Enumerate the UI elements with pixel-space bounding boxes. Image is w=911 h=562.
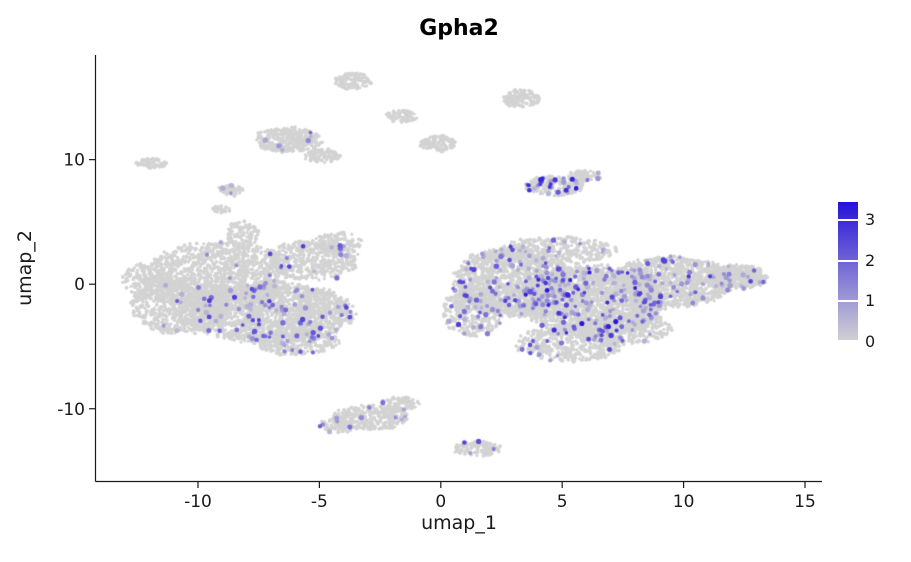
plot-title: Gpha2 — [419, 16, 499, 41]
y-tick-label: -10 — [57, 400, 85, 420]
y-tick-label: 10 — [63, 151, 85, 171]
legend-tick-mark — [838, 219, 858, 222]
legend-tick-mark — [838, 259, 858, 262]
legend-tick-label: 0 — [865, 332, 876, 351]
x-axis-label: umap_1 — [421, 512, 497, 534]
x-tick-label: 15 — [794, 492, 816, 512]
legend-gradient-bar — [838, 202, 858, 342]
legend-tick-label: 1 — [865, 291, 876, 311]
y-tick-label: 0 — [74, 275, 85, 295]
x-tick-label: 0 — [435, 492, 446, 512]
y-axis-label: umap_2 — [14, 230, 36, 306]
x-tick-label: 5 — [557, 492, 568, 512]
legend-tick-label: 2 — [865, 250, 876, 270]
x-tick-label: -10 — [184, 492, 212, 512]
x-tick-label: 10 — [673, 492, 695, 512]
color-legend: 3 2 1 0 — [838, 202, 910, 352]
legend-tick-mark — [838, 340, 858, 342]
x-tick-label: -5 — [311, 492, 328, 512]
legend-tick-mark — [838, 300, 858, 303]
legend-tick-label: 3 — [865, 210, 876, 230]
